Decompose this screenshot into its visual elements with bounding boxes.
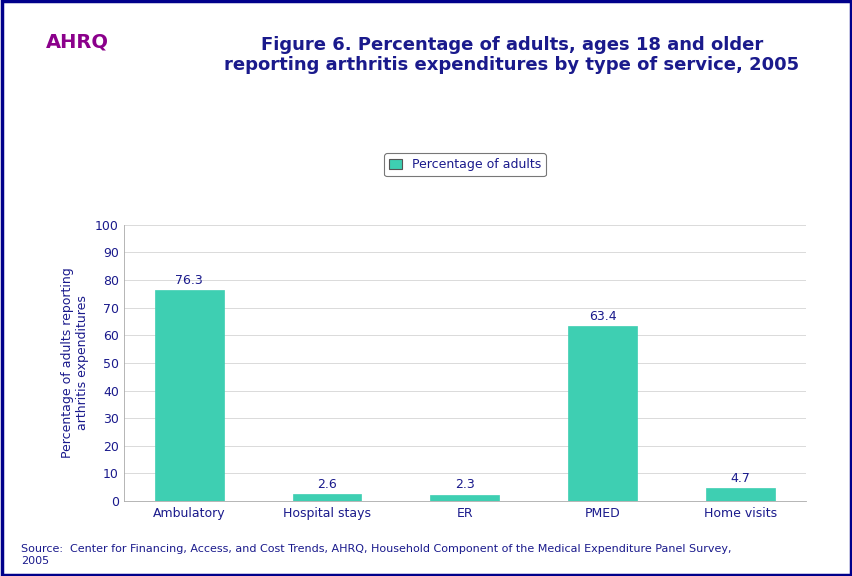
Bar: [154, 290, 223, 501]
Text: AHRQ: AHRQ: [46, 33, 108, 52]
Text: 76.3: 76.3: [176, 274, 203, 287]
Text: 2.3: 2.3: [454, 479, 475, 491]
Text: 2.6: 2.6: [317, 478, 337, 491]
Bar: [292, 494, 361, 501]
Bar: [430, 495, 498, 501]
Legend: Percentage of adults: Percentage of adults: [383, 153, 545, 176]
Text: Source:  Center for Financing, Access, and Cost Trends, AHRQ, Household Componen: Source: Center for Financing, Access, an…: [21, 544, 731, 566]
Y-axis label: Percentage of adults reporting
arthritis expenditures: Percentage of adults reporting arthritis…: [61, 267, 89, 458]
Text: Advancing
Excellence in
Health Care: Advancing Excellence in Health Care: [52, 59, 102, 89]
Text: 63.4: 63.4: [588, 309, 616, 323]
Bar: [705, 488, 774, 501]
Text: Figure 6. Percentage of adults, ages 18 and older
reporting arthritis expenditur: Figure 6. Percentage of adults, ages 18 …: [224, 36, 798, 74]
Text: 4.7: 4.7: [730, 472, 750, 485]
Bar: [567, 326, 636, 501]
